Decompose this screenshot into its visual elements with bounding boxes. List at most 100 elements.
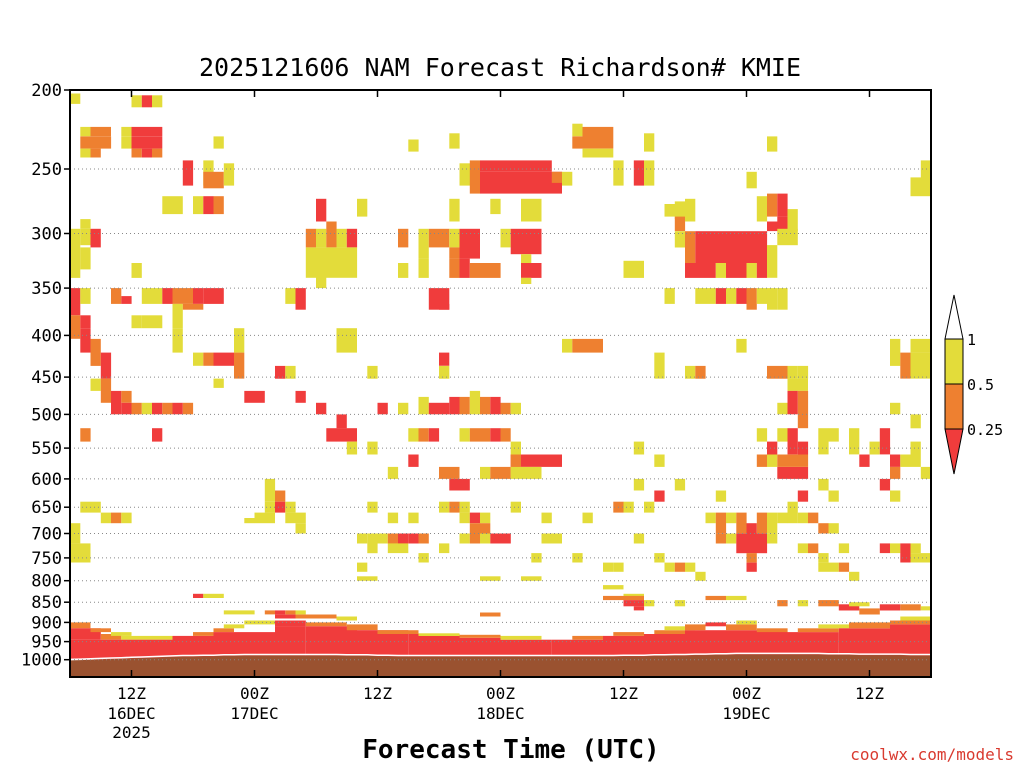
data-cell (562, 171, 573, 186)
x-tick-year: 2025 (112, 723, 151, 742)
x-tick-date: 16DEC (107, 704, 155, 723)
data-cell (551, 171, 563, 183)
data-cell (398, 533, 409, 544)
data-cell (162, 196, 183, 215)
data-cell (500, 635, 542, 640)
data-cell (131, 148, 142, 158)
x-tick-label: 12Z (363, 684, 392, 703)
data-cell (644, 501, 655, 513)
data-cell (777, 454, 809, 467)
data-cell (787, 501, 798, 524)
data-cell (70, 639, 173, 660)
data-cell (357, 198, 368, 217)
data-cell (849, 428, 860, 455)
data-cell (141, 402, 153, 415)
data-cell (582, 338, 603, 353)
data-cell (459, 258, 470, 278)
data-cell (500, 402, 511, 415)
data-cell (685, 263, 716, 278)
data-cell (203, 593, 214, 598)
data-cell (633, 478, 645, 491)
legend-level-label: 0.25 (967, 421, 1003, 439)
data-cell (685, 231, 696, 263)
x-tick-date: 17DEC (230, 704, 278, 723)
data-cell (408, 512, 419, 524)
data-cell (275, 501, 286, 513)
data-cell (849, 571, 860, 581)
data-cell (510, 454, 562, 467)
data-cell (777, 193, 788, 217)
data-cell (510, 466, 521, 479)
data-cell (480, 523, 491, 534)
data-cell (664, 204, 685, 217)
data-cell (695, 288, 716, 304)
data-cell (223, 610, 255, 615)
data-cell (767, 288, 778, 310)
data-cell (500, 639, 552, 660)
color-legend: 0.25 0.5 1 (944, 294, 1003, 475)
data-cell (726, 533, 737, 544)
data-cell (469, 390, 481, 415)
data-cell (80, 219, 91, 229)
data-cell (797, 490, 809, 502)
data-cell (849, 602, 870, 607)
data-cell (193, 352, 204, 366)
data-cell (193, 632, 214, 636)
data-cell (859, 454, 870, 467)
data-cell (756, 428, 768, 442)
data-cell (439, 501, 450, 513)
data-cell (767, 221, 788, 232)
data-cell (111, 390, 122, 415)
x-tick-label: 00Z (486, 684, 515, 703)
data-cell (121, 402, 132, 415)
data-cell (879, 543, 891, 554)
data-cell (80, 328, 91, 353)
data-cell (418, 228, 429, 259)
data-cell (295, 610, 306, 615)
data-cell (838, 562, 850, 572)
data-cell (90, 628, 111, 633)
data-cell (521, 277, 532, 284)
data-cell (90, 228, 101, 248)
data-cell (797, 628, 839, 633)
data-cell (295, 523, 306, 534)
data-cell (910, 553, 931, 563)
data-cell (705, 595, 726, 601)
data-cell (285, 288, 296, 304)
data-cell (80, 501, 91, 513)
data-cell (510, 454, 521, 467)
data-cell (705, 622, 726, 627)
y-tick-label: 300 (31, 225, 62, 245)
data-cell (695, 231, 768, 263)
data-cell (674, 231, 686, 248)
data-cell (152, 635, 173, 640)
data-cell (746, 171, 757, 189)
data-cell (449, 258, 460, 278)
data-cell (316, 271, 327, 289)
data-cell (490, 428, 501, 442)
data-cell (480, 533, 491, 544)
data-cell (910, 441, 921, 467)
y-tick-label: 950 (31, 633, 62, 653)
data-cell (459, 228, 480, 259)
y-tick-label: 750 (31, 549, 62, 569)
data-cell (777, 466, 809, 479)
data-cell (193, 288, 204, 304)
data-cell (316, 614, 337, 619)
data-cell (182, 402, 194, 415)
data-cell (767, 533, 778, 544)
data-cell (111, 288, 122, 304)
data-cell (305, 622, 347, 627)
data-cell (305, 247, 358, 278)
data-cell (777, 428, 788, 442)
y-tick-label: 500 (31, 405, 62, 425)
data-cell (715, 263, 727, 278)
data-cell (808, 543, 819, 554)
data-cell (562, 338, 573, 353)
data-cell (787, 378, 808, 391)
data-cell (521, 466, 542, 479)
data-cell (275, 365, 286, 379)
data-cell (879, 478, 891, 491)
data-cell (910, 177, 931, 197)
data-cell (90, 501, 101, 513)
